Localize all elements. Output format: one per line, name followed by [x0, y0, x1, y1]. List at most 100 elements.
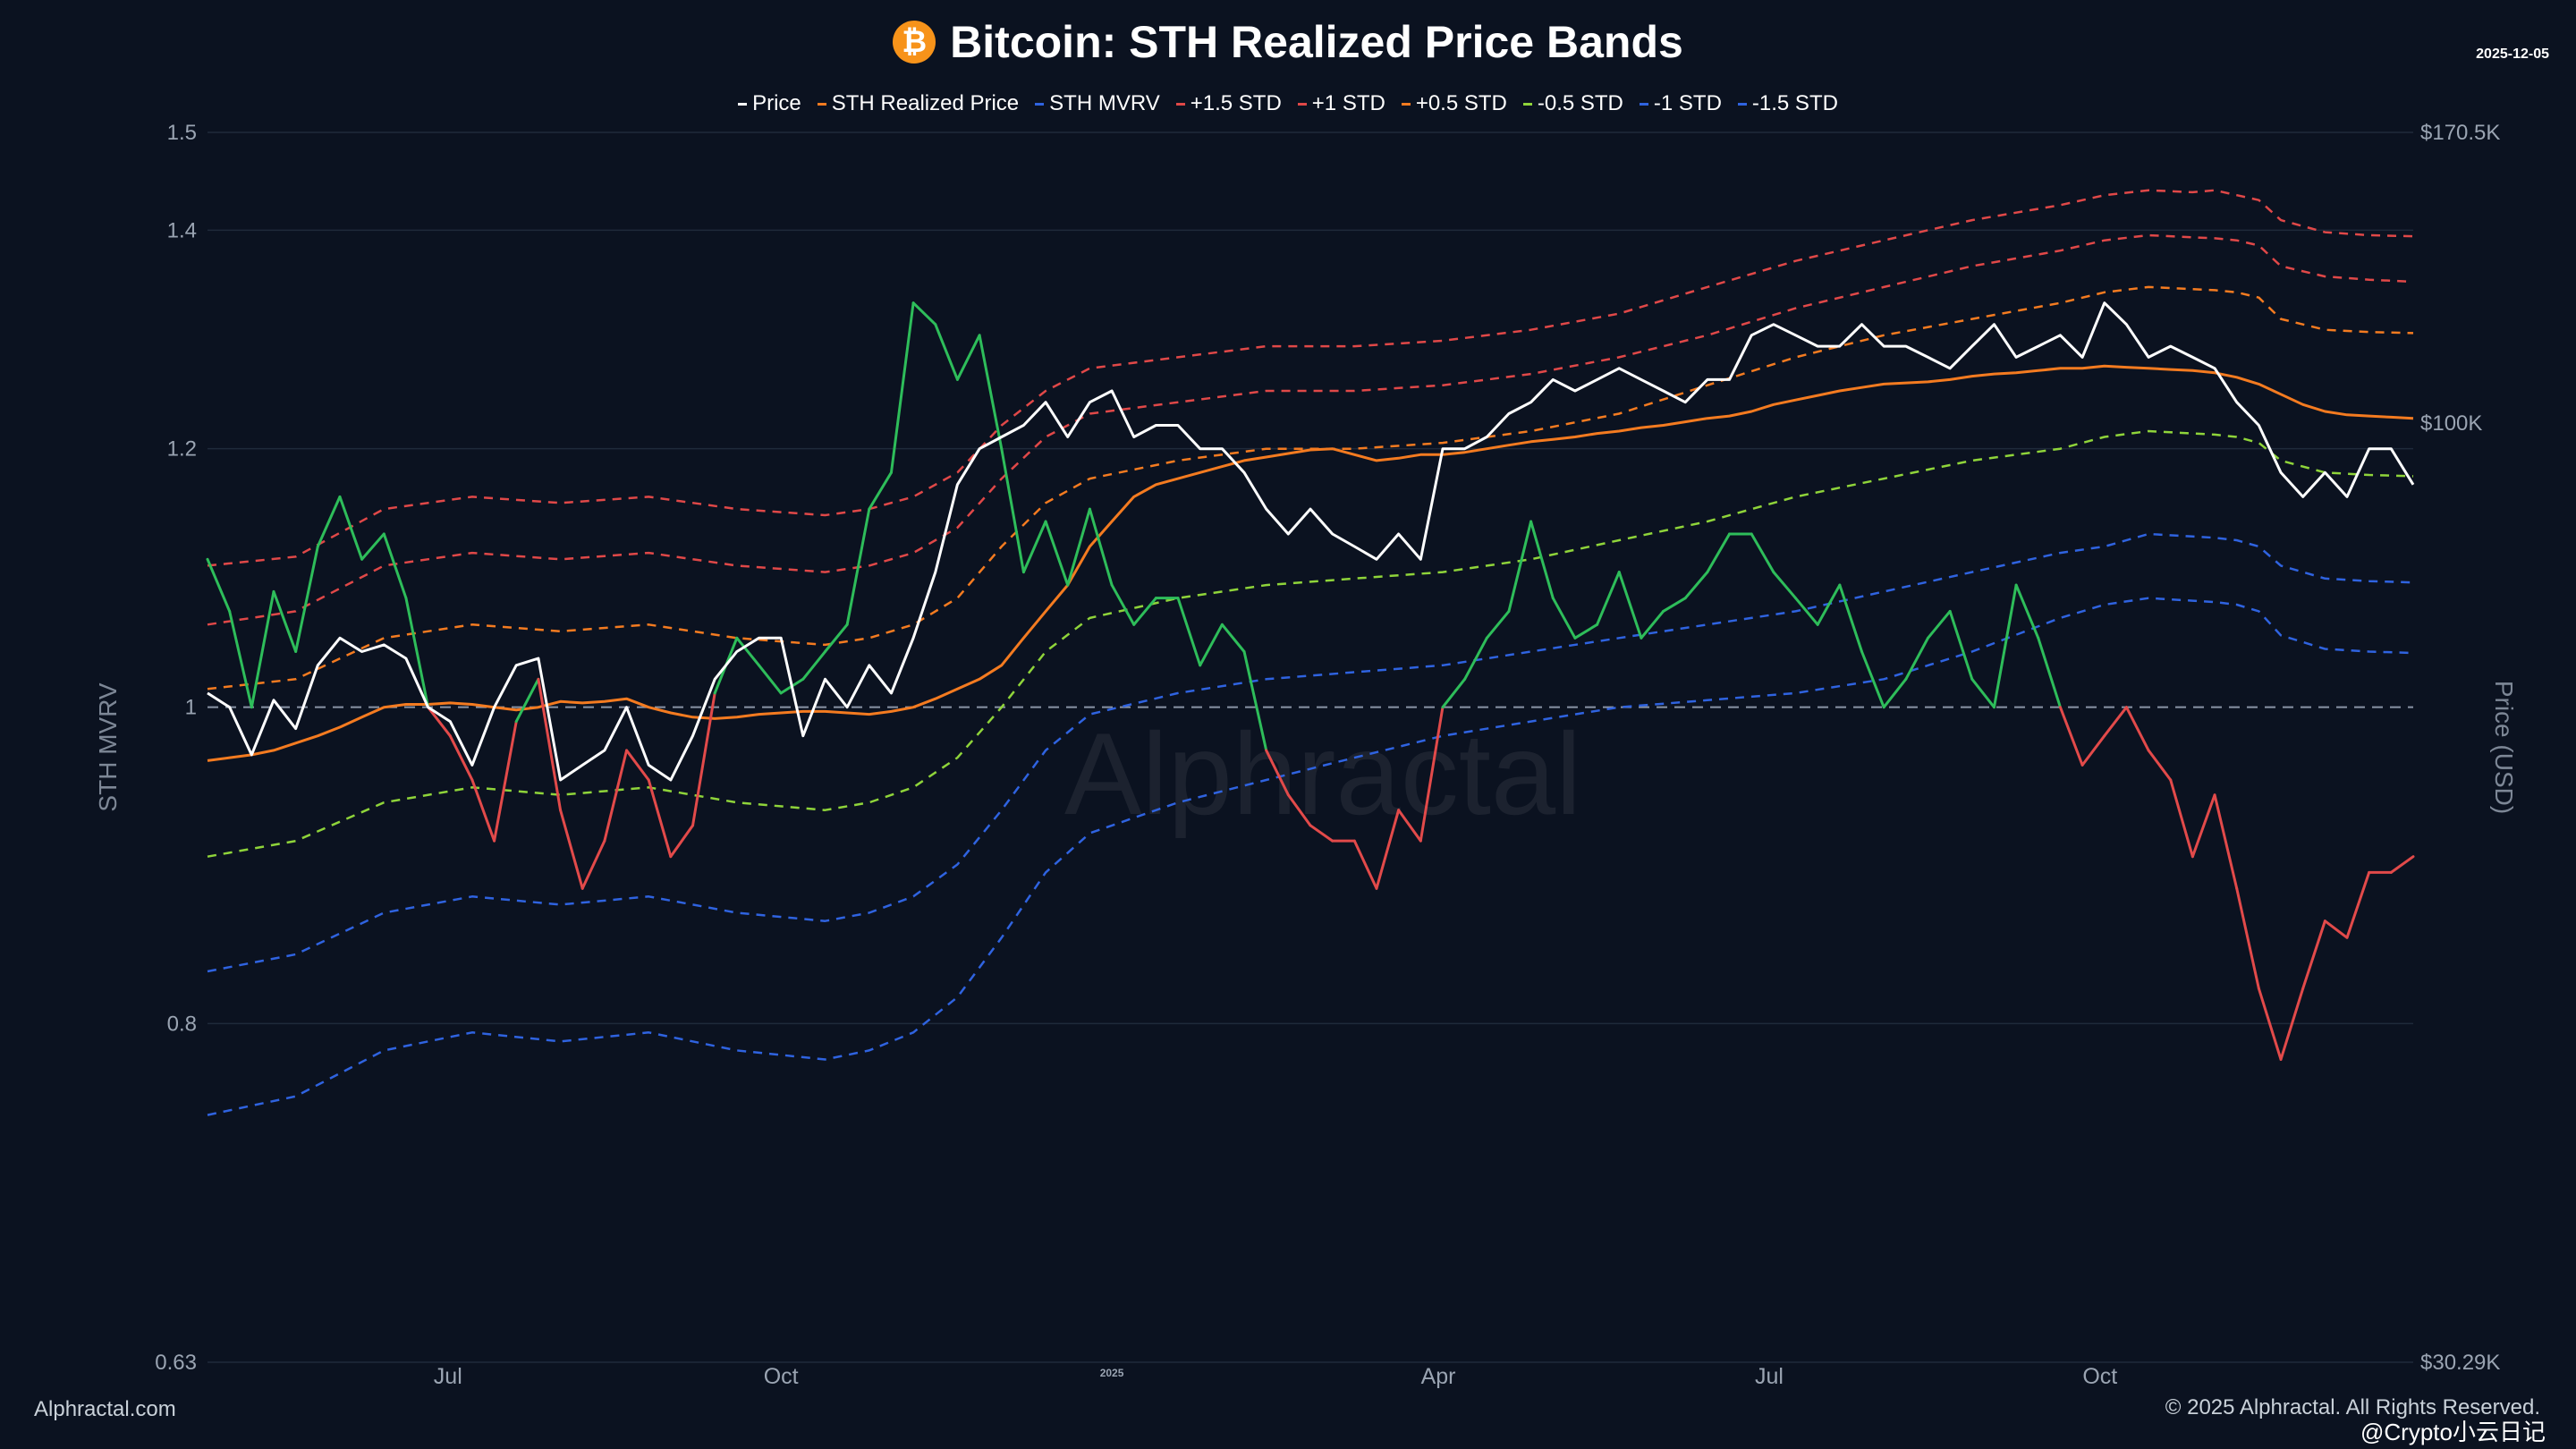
series-sth-mvrv-segment: [250, 589, 275, 709]
legend-item-plus-1-std[interactable]: +1 STD: [1297, 91, 1385, 116]
series-sth-mvrv-segment: [1242, 650, 1268, 752]
series-sth-mvrv-segment: [537, 677, 563, 812]
series-sth-mvrv-segment: [669, 824, 695, 859]
series-sth-mvrv-segment: [2103, 706, 2128, 738]
x-tick-label: Oct: [764, 1364, 799, 1389]
series-sth-mvrv-segment: [1617, 571, 1643, 640]
series-sth-mvrv-segment: [2389, 855, 2415, 874]
legend-item-sth-mvrv[interactable]: STH MVRV: [1035, 91, 1160, 116]
legend-item-05-std[interactable]: -0.5 STD: [1522, 91, 1623, 116]
series-sth-mvrv-segment: [735, 636, 760, 667]
x-tick-label: 2025: [1100, 1367, 1124, 1379]
series-sth-mvrv-segment: [2279, 987, 2305, 1061]
series-sth-mvrv-segment: [2235, 886, 2260, 990]
series-sth-mvrv-segment: [1309, 824, 1335, 843]
series-sth-mvrv-segment: [228, 609, 253, 709]
y-left-tick-label: 0.8: [167, 1012, 197, 1036]
legend-item-price[interactable]: Price: [738, 91, 801, 116]
legend-item-1-std[interactable]: -1 STD: [1639, 91, 1722, 116]
series-sth-mvrv-segment: [1088, 507, 1114, 587]
copyright-label: © 2025 Alphractal. All Rights Reserved.: [2165, 1395, 2540, 1419]
y-right-tick-label: $100K: [2420, 411, 2482, 436]
series-sth-mvrv-segment: [1021, 520, 1047, 574]
legend-item-plus-05-std[interactable]: +0.5 STD: [1401, 91, 1507, 116]
series-sth-mvrv-segment: [1640, 609, 1665, 640]
series-sth-mvrv-segment: [758, 664, 783, 695]
legend-item-15-std[interactable]: -1.5 STD: [1737, 91, 1838, 116]
series-plus-05-std: [207, 285, 2414, 691]
brand-label[interactable]: Alphractal.com: [34, 1397, 176, 1421]
series-sth-mvrv-segment: [1904, 636, 1929, 681]
bitcoin-icon: ₿: [893, 21, 936, 64]
series-price: [207, 301, 2415, 782]
series-1-std: [207, 532, 2414, 973]
series-sth-mvrv-segment: [514, 677, 540, 724]
legend-label: -1 STD: [1653, 91, 1722, 115]
date-label: 2025-12-05: [2476, 47, 2549, 62]
series-sth-mvrv-segment: [316, 495, 342, 548]
x-tick-label: Apr: [1421, 1364, 1456, 1389]
series-sth-mvrv-segment: [1882, 677, 1908, 709]
series-sth-mvrv-segment: [889, 301, 915, 474]
legend-swatch: [1639, 102, 1648, 106]
title-bar: ₿ Bitcoin: STH Realized Price Bands: [0, 16, 2576, 68]
x-tick-label: Jul: [1755, 1364, 1784, 1389]
series-sth-mvrv-segment: [978, 334, 1004, 451]
series-sth-mvrv-segment: [801, 650, 826, 681]
legend-item-sth-realized-price[interactable]: STH Realized Price: [817, 91, 1019, 116]
series-sth-mvrv-segment: [1066, 507, 1091, 587]
series-sth-mvrv-segment: [1132, 597, 1157, 626]
series-sth-mvrv-segment: [382, 532, 408, 600]
legend-swatch: [1175, 102, 1185, 106]
series-sth-mvrv-segment: [1816, 583, 1842, 626]
series-sth-mvrv-segment: [1750, 532, 1775, 574]
legend-label: -1.5 STD: [1751, 91, 1838, 115]
chart-title: ₿ Bitcoin: STH Realized Price Bands: [893, 16, 1683, 68]
legend-item-plus-15-std[interactable]: +1.5 STD: [1175, 91, 1282, 116]
series-layer: [206, 189, 2415, 1116]
series-sth-mvrv-segment: [1110, 583, 1136, 626]
series-sth-mvrv-segment: [1662, 597, 1687, 613]
series-sth-mvrv-segment: [2345, 870, 2371, 939]
series-sth-mvrv-segment: [1352, 839, 1378, 890]
series-sth-mvrv-segment: [1265, 749, 1290, 797]
series-sth-mvrv-segment: [1463, 636, 1488, 681]
series-sth-mvrv-segment: [272, 589, 298, 654]
series-sth-mvrv-segment: [911, 301, 937, 326]
series-sth-realized-price: [207, 364, 2414, 762]
legend-label: +0.5 STD: [1415, 91, 1507, 115]
series-sth-mvrv-segment: [1794, 597, 1819, 626]
legend-swatch: [1035, 102, 1045, 106]
y-right-tick-label: $30.29K: [2420, 1351, 2500, 1375]
series-sth-mvrv-segment: [580, 839, 606, 890]
series-sth-mvrv-segment: [1948, 609, 1974, 681]
series-sth-mvrv-segment: [845, 507, 871, 626]
y-left-tick-label: 1.5: [167, 121, 197, 145]
series-sth-mvrv-segment: [2213, 793, 2239, 890]
series-sth-mvrv-segment: [2080, 734, 2106, 767]
series-sth-mvrv-segment: [1683, 571, 1709, 600]
series-sth-mvrv-segment: [1772, 571, 1798, 600]
series-sth-mvrv-segment: [2323, 919, 2349, 939]
series-sth-mvrv-segment: [360, 532, 386, 561]
series-sth-mvrv-segment: [1551, 597, 1577, 640]
legend-label: -0.5 STD: [1537, 91, 1623, 115]
legend-label: +1.5 STD: [1190, 91, 1282, 115]
y-left-axis-title: STH MVRV: [94, 682, 122, 811]
series-sth-mvrv-segment: [1044, 520, 1070, 587]
series-sth-mvrv-segment: [427, 706, 452, 738]
legend-label: Price: [752, 91, 801, 115]
legend-swatch: [1737, 102, 1747, 106]
series-sth-mvrv-segment: [206, 557, 232, 613]
legend-swatch: [738, 102, 748, 106]
legend-swatch: [1297, 102, 1307, 106]
series-sth-mvrv-segment: [868, 470, 893, 511]
y-right-tick-label: $170.5K: [2420, 121, 2500, 145]
series-sth-mvrv-segment: [1220, 623, 1246, 654]
series-sth-mvrv-segment: [404, 597, 430, 709]
axes: 1.5 1.4 1.2 1 0.8 0.63 $170.5K $100K $30.29K Jul O…: [94, 121, 2518, 1389]
series-sth-mvrv-segment: [691, 691, 716, 827]
series-sth-mvrv-segment: [493, 720, 518, 843]
series-sth-mvrv-segment: [603, 749, 629, 843]
